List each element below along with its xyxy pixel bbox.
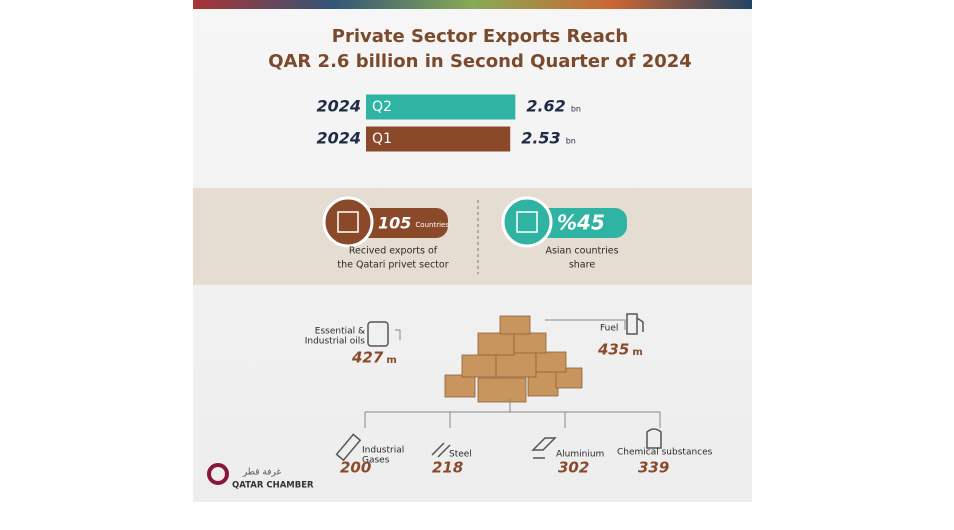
stat-caption: Recived exports of [349, 246, 438, 257]
product-label: Industrial oils [305, 337, 366, 347]
stat-caption: the Qatari privet sector [337, 260, 448, 271]
product-label: Essential & [315, 327, 365, 337]
stat-unit: Countries [415, 221, 449, 229]
product-label: Steel [449, 450, 472, 460]
product-unit: m [386, 355, 396, 366]
year: 2024 [316, 129, 361, 148]
product-label: Chemical substances [617, 448, 713, 458]
logo-mark [207, 463, 229, 485]
connector-lines [364, 319, 661, 428]
title-line: Private Sector Exports Reach [332, 26, 628, 47]
stat-caption: Asian countries [545, 246, 618, 257]
logo-name: QATAR CHAMBER [232, 481, 314, 491]
stat-caption: share [569, 260, 595, 271]
product-label: Aluminium [556, 450, 604, 460]
product-icons [335, 313, 662, 462]
product-value: 200 [340, 459, 371, 477]
stat-icon-glyph [516, 211, 538, 233]
product-value: 302 [558, 459, 589, 477]
product-value: 218 [432, 459, 463, 477]
stat-pill [527, 208, 627, 238]
logo-arabic: غرفة قطر [242, 468, 282, 478]
stat-pill [348, 208, 448, 238]
stat-value: 105 [378, 214, 411, 233]
quarter-rows: 2024 Q2 2.62 bn 2024 Q1 2.53 bn [316, 94, 581, 152]
product-unit: m [632, 347, 642, 358]
boxes-illustration [444, 315, 583, 403]
unit: bn [571, 105, 581, 114]
value: 2.53 [521, 129, 560, 148]
bar [366, 126, 511, 152]
product-label: Industrial [362, 446, 404, 456]
stat-icon [501, 196, 553, 248]
photo-strip [193, 0, 752, 9]
title-line: QAR 2.6 billion in Second Quarter of 202… [268, 51, 692, 72]
year: 2024 [316, 97, 361, 116]
value: 2.62 [526, 97, 565, 116]
stat-icon [322, 196, 374, 248]
quarter-label: Q2 [372, 99, 392, 115]
product-value: 427 [351, 349, 384, 367]
stats: 105 Countries Recived exports of the Qatari… [322, 196, 627, 271]
product-value: 435 [597, 341, 629, 359]
unit: bn [566, 137, 576, 146]
stat-value: %45 [557, 211, 605, 235]
stats-band [193, 188, 752, 285]
stat-icon-glyph [337, 211, 359, 233]
product-label: Gases [362, 456, 390, 466]
product-label: Fuel [600, 324, 618, 334]
product-value: 339 [638, 459, 669, 477]
bar [366, 94, 516, 120]
quarter-label: Q1 [372, 131, 392, 147]
